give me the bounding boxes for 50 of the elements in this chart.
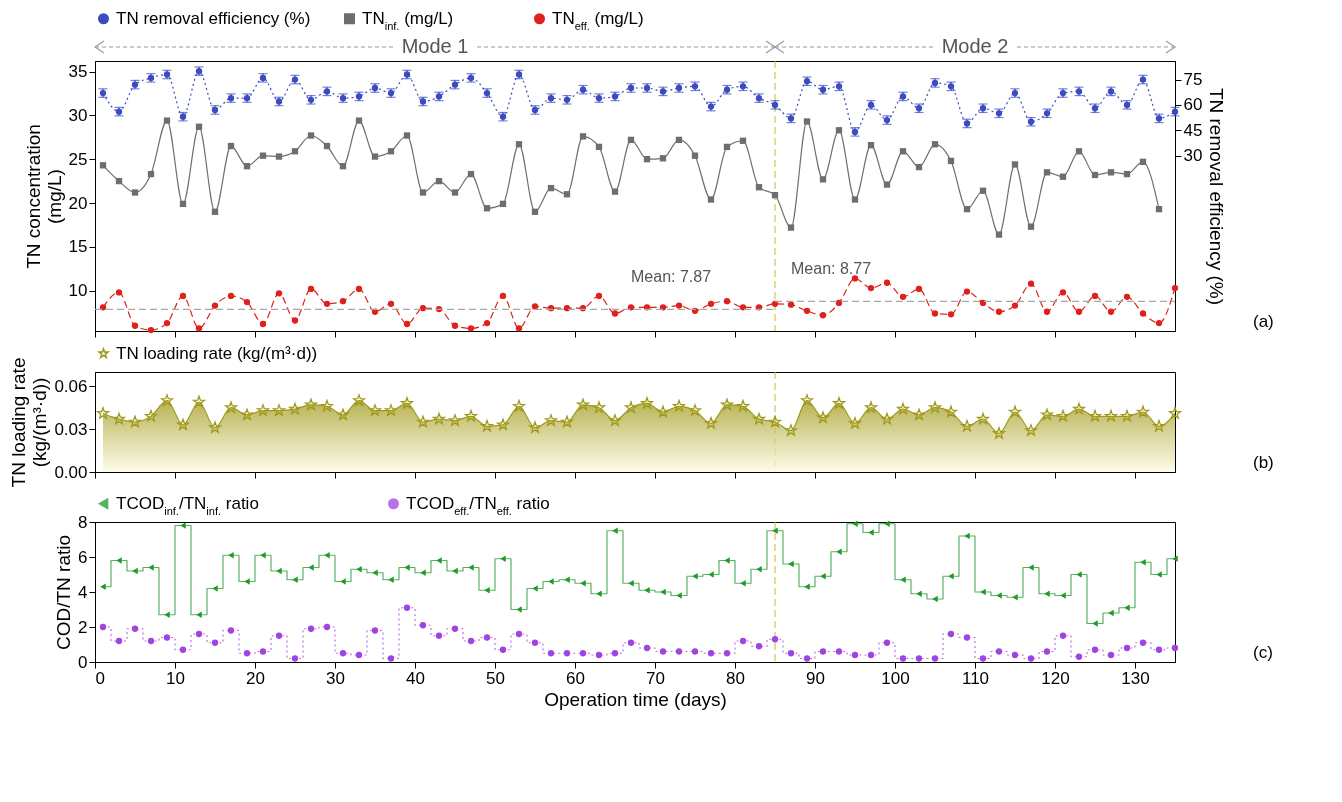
annotation: Mean: 7.87	[631, 268, 712, 286]
x-tick-label: 50	[486, 668, 505, 688]
y2-tick-label: 60	[1183, 95, 1203, 115]
text: (a)	[1253, 312, 1274, 331]
x-tick-label: 20	[246, 668, 265, 688]
y-tick-label: 20	[68, 193, 88, 213]
x-tick-label: 70	[646, 668, 665, 688]
y-tick-label: 6	[78, 547, 88, 567]
x-tick-label: 100	[881, 668, 910, 688]
y-tick-label: 0.03	[54, 419, 88, 439]
text: (c)	[1253, 643, 1273, 662]
y-tick-label: 25	[68, 149, 88, 169]
x-tick-label: 0	[95, 668, 105, 688]
x-tick-label: 90	[806, 668, 825, 688]
legend-label: TN loading rate (kg/(m³·d))	[116, 343, 318, 363]
x-tick-label: 30	[326, 668, 345, 688]
x-tick-label: 80	[726, 668, 745, 688]
y-tick-label: 0.00	[54, 462, 88, 482]
text: Mode 1	[401, 35, 469, 57]
y-axis-title: TN loading rate (kg/(m³·d))	[8, 357, 51, 488]
y-axis-title: COD/TN ratio	[53, 534, 75, 651]
y-tick-label: 4	[78, 582, 88, 602]
x-tick-label: 10	[166, 668, 185, 688]
y-tick-label: 2	[78, 617, 88, 637]
x-tick-label: 110	[961, 668, 990, 688]
y-tick-label: 35	[68, 62, 88, 82]
text: (b)	[1253, 453, 1274, 472]
x-tick-label: 40	[406, 668, 425, 688]
legend-label: TCOD$_{eff.}$/TN$_{eff.}$ ratio	[406, 493, 550, 517]
y2-tick-label: 45	[1183, 120, 1203, 140]
legend-label: TN$_{inf.}$ (mg/L)	[362, 8, 454, 32]
y2-tick-label: 30	[1183, 146, 1203, 165]
x-tick-label: 120	[1041, 668, 1070, 688]
y-tick-label: 8	[78, 512, 88, 532]
y-tick-label: 0.06	[54, 376, 88, 396]
y-tick-label: 0	[78, 652, 88, 672]
legend-label: TN removal efficiency (%)	[116, 8, 311, 28]
x-tick-label: 60	[566, 668, 585, 688]
y-tick-label: 10	[68, 281, 88, 301]
y-axis-title: TN concentration (mg/L)	[22, 124, 65, 269]
annotation: Mean: 8.77	[791, 260, 872, 278]
legend-label: TN$_{eff.}$ (mg/L)	[552, 8, 644, 32]
y-tick-label: 15	[68, 237, 88, 257]
text: Mode 2	[941, 35, 1009, 57]
y-tick-label: 30	[68, 105, 88, 125]
legend-label: TCOD$_{inf.}$/TN$_{inf.}$ ratio	[116, 493, 259, 517]
y2-tick-label: 75	[1183, 70, 1203, 90]
x-tick-label: 130	[1121, 668, 1150, 688]
y2-axis-title: TN removal efficiency (%)	[1206, 87, 1228, 306]
x-axis-title: Operation time (days)	[544, 688, 727, 710]
